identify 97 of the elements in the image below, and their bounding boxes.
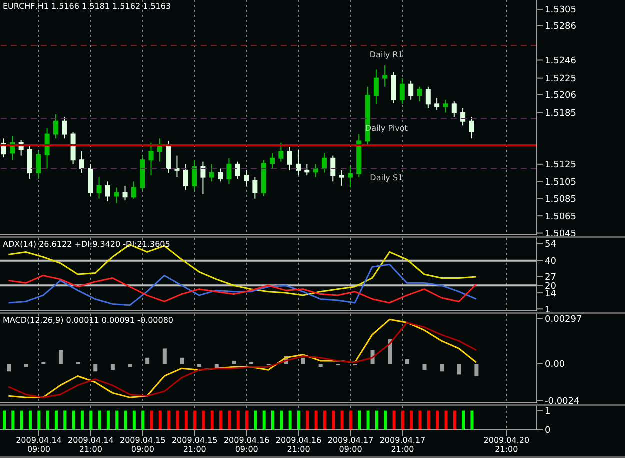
chart-title: MACD(12,26,9) 0.00011 0.00091 -0.00080: [3, 316, 174, 325]
bar: [474, 364, 479, 376]
y-tick-label: 1.5185: [545, 108, 576, 119]
candlestick: [348, 166, 353, 188]
bar: [301, 358, 306, 364]
x-tick-label: 2009.04.16 09:00: [224, 436, 270, 454]
bar: [405, 359, 410, 364]
bar: [162, 348, 167, 364]
x-tick-label: 2009.04.17 21:00: [380, 436, 426, 454]
bar: [318, 364, 323, 368]
candlestick: [408, 80, 414, 100]
candlestick: [278, 142, 284, 162]
y-tick-label: 1.5286: [545, 22, 577, 32]
candlestick: [252, 176, 258, 200]
candlestick: [209, 164, 214, 182]
candlestick: [443, 99, 448, 114]
y-tick-label: 1.5105: [545, 178, 576, 188]
candlestick: [382, 64, 388, 88]
candlestick: [183, 164, 188, 191]
candlestick: [122, 185, 128, 202]
candlestick: [339, 170, 344, 186]
y-tick-label: 14: [545, 289, 557, 300]
candlestick: [114, 187, 120, 204]
ref-line-label: Daily S1: [370, 174, 404, 183]
candlestick: [304, 164, 310, 176]
y-tick-label: 1: [545, 305, 551, 316]
candlestick: [148, 142, 154, 176]
y-tick-label: 0.00: [545, 360, 566, 370]
bar: [422, 364, 427, 370]
candlestick: [469, 116, 474, 140]
y-tick-label: 1.5305: [545, 6, 576, 16]
bar: [128, 364, 132, 368]
candlestick: [287, 146, 292, 171]
candlestick: [96, 176, 102, 200]
candlestick: [218, 168, 224, 182]
candlestick: [174, 155, 180, 178]
y-tick-label: 40: [545, 257, 557, 268]
candlestick: [460, 108, 466, 126]
bar: [457, 364, 462, 375]
candlestick: [192, 160, 198, 191]
candlestick: [62, 116, 68, 140]
x-tick-label: 2009.04.15 09:00: [120, 436, 166, 454]
bar: [388, 340, 392, 364]
x-tick-label: 2009.04.20 21:00: [484, 436, 530, 454]
y-tick-label: 1.5085: [545, 195, 576, 206]
candlestick: [36, 151, 42, 180]
line-series: [8, 264, 478, 306]
bar: [94, 364, 98, 372]
candlestick: [330, 155, 336, 182]
y-tick-label: 1.5065: [545, 212, 576, 222]
bar: [146, 358, 150, 364]
bar: [58, 350, 63, 364]
bar: [232, 360, 236, 364]
x-tick-label: 2009.04.17 09:00: [328, 436, 374, 454]
candlestick: [200, 161, 206, 196]
candlestick: [226, 158, 232, 185]
x-tick-label: 2009.04.16 21:00: [276, 436, 322, 454]
x-tick-label: 2009.04.14 21:00: [68, 436, 114, 454]
candlestick: [452, 101, 457, 118]
bar: [24, 364, 28, 368]
candlestick: [131, 181, 136, 200]
candlestick: [244, 170, 250, 186]
candlestick: [322, 152, 327, 174]
candlestick: [105, 181, 110, 202]
x-tick-label: 2009.04.14 09:00: [16, 436, 62, 454]
candlestick: [44, 128, 50, 170]
line-series: [8, 274, 478, 304]
chart-title: EURCHF,H1 1.5166 1.5181 1.5162 1.5163: [3, 2, 172, 11]
bar: [7, 364, 11, 372]
candlestick: [53, 114, 58, 140]
y-tick-label: 1.5246: [545, 56, 577, 66]
candlestick: [27, 144, 32, 180]
y-tick-label: 0: [545, 426, 551, 436]
candlestick: [400, 78, 405, 105]
y-tick-label: 1.5225: [545, 74, 576, 85]
candlestick: [235, 161, 240, 180]
bar: [180, 358, 184, 364]
ref-line-label: Daily R1: [370, 50, 404, 60]
candlestick: [434, 98, 440, 111]
y-tick-label: 1.5125: [545, 160, 576, 171]
y-tick-label: 54: [545, 240, 557, 250]
candlestick: [79, 151, 84, 174]
candlestick: [417, 86, 422, 102]
bar: [110, 364, 115, 370]
y-tick-label: 1.5206: [545, 90, 577, 101]
candlestick: [426, 86, 431, 109]
candlestick: [270, 152, 275, 170]
y-tick-label: 27: [545, 273, 556, 284]
y-tick-label: -0.0024: [545, 396, 580, 407]
candlestick: [374, 69, 379, 105]
y-tick-label: 1: [545, 406, 551, 417]
bar: [440, 364, 444, 372]
candlestick: [296, 149, 301, 176]
bar: [198, 364, 202, 368]
y-tick-label: 0.00297: [545, 314, 582, 325]
x-tick-label: 2009.04.15 21:00: [172, 436, 218, 454]
chart-title: ADX(14) 26.6122 +DI:9.3420 -DI:21.3605: [3, 240, 170, 249]
